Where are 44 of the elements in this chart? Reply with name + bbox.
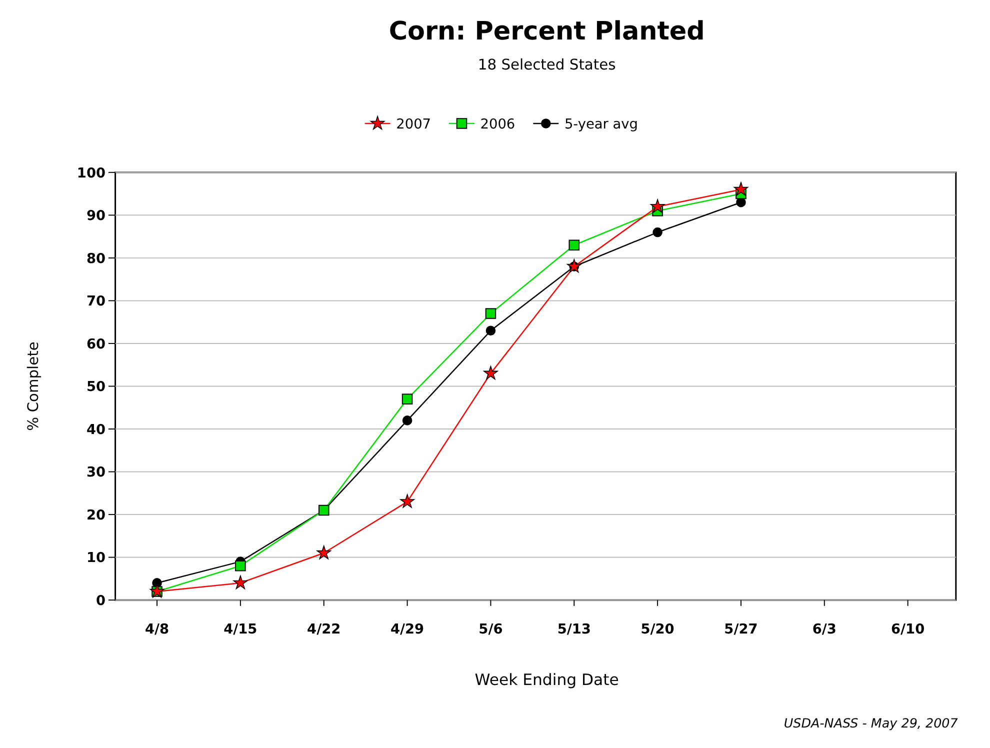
- x-tick-label: 4/15: [224, 621, 258, 638]
- y-tick-label: 90: [86, 208, 106, 224]
- y-axis-title: % Complete: [24, 342, 42, 431]
- point: [485, 308, 496, 319]
- y-tick-label: 80: [86, 250, 106, 267]
- y-tick-label: 40: [86, 422, 106, 438]
- y-tick-label: 10: [86, 550, 106, 566]
- x-axis-title: Week Ending Date: [474, 670, 619, 690]
- point: [402, 416, 412, 426]
- y-tick-label: 20: [86, 507, 106, 524]
- point: [650, 199, 665, 213]
- point: [316, 545, 332, 560]
- legend-label: 5-year avg: [564, 116, 638, 132]
- x-tick-label: 4/22: [307, 621, 341, 638]
- point: [150, 584, 164, 598]
- y-tick-label: 60: [86, 336, 106, 352]
- y-tick-label: 0: [96, 592, 106, 609]
- y-tick-label: 70: [86, 294, 106, 310]
- point: [235, 560, 246, 572]
- text: USDA-NASS - May 29, 2007: [784, 715, 958, 730]
- y-tick-label: 30: [86, 464, 106, 481]
- x-tick-label: 5/6: [478, 621, 503, 638]
- point: [486, 326, 496, 336]
- x-tick-label: 6/3: [812, 621, 836, 638]
- point: [652, 227, 662, 238]
- point: [566, 258, 582, 273]
- point: [400, 494, 414, 508]
- x-tick-label: 6/10: [891, 621, 925, 638]
- x-tick-label: 5/27: [724, 621, 758, 638]
- point: [233, 575, 248, 590]
- y-tick-label: 50: [86, 379, 106, 396]
- legend-label: 2007: [396, 116, 432, 132]
- x-tick-label: 5/13: [557, 621, 591, 638]
- point: [734, 182, 748, 196]
- y-tick-label: 100: [76, 165, 106, 182]
- x-tick-label: 4/29: [390, 621, 424, 638]
- point: [484, 366, 498, 380]
- x-tick-label: 4/8: [144, 621, 170, 638]
- legend-label: 2006: [480, 116, 516, 132]
- point: [568, 240, 580, 250]
- chart-subtitle: 18 Selected States: [478, 56, 616, 74]
- point: [402, 394, 413, 404]
- chart-title: Corn: Percent Planted: [388, 15, 705, 46]
- x-tick-label: 5/20: [640, 621, 674, 638]
